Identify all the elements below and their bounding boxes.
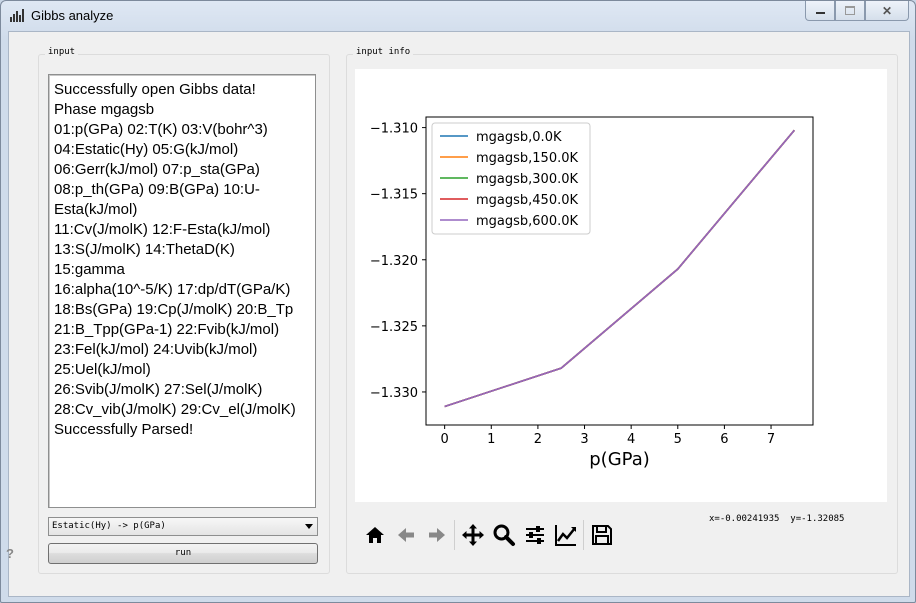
close-button[interactable]: ✕	[865, 1, 909, 21]
customize-icon	[554, 525, 576, 546]
output-line: 26:Svib(J/molK) 27:Sel(J/molK)	[54, 381, 263, 398]
maximize-icon	[845, 6, 855, 15]
x-tick-label: 2	[534, 432, 542, 447]
plot-selector-combo[interactable]: Estatic(Hy) -> p(GPa)	[48, 517, 318, 536]
legend-label: mgagsb,450.0K	[476, 193, 579, 208]
x-tick-label: 6	[720, 432, 728, 447]
window-title: Gibbs analyze	[31, 8, 114, 23]
x-tick-label: 5	[674, 432, 682, 447]
input-group-label: input	[45, 47, 79, 57]
series-line	[444, 129, 795, 408]
output-line: 06:Gerr(kJ/mol) 07:p_sta(GPa)	[54, 161, 260, 178]
output-line: 15:gamma	[54, 261, 125, 278]
y-tick-label: −1.320	[370, 254, 418, 269]
home-icon	[365, 527, 384, 543]
x-tick-label: 4	[627, 432, 635, 447]
subplots-icon	[525, 526, 544, 544]
save-button[interactable]	[586, 519, 617, 551]
minimize-icon	[815, 12, 825, 14]
x-axis-label: p(GPa)	[589, 449, 650, 470]
close-icon: ✕	[881, 3, 893, 18]
run-button[interactable]: run	[48, 543, 318, 564]
help-icon[interactable]: ?	[6, 546, 14, 561]
output-line: 04:Estatic(Hy) 05:G(kJ/mol)	[54, 141, 239, 158]
maximize-button[interactable]	[835, 1, 865, 21]
back-icon	[397, 528, 414, 542]
back-button[interactable]	[390, 519, 421, 551]
input-info-group-label: input info	[353, 47, 414, 57]
legend-label: mgagsb,600.0K	[476, 214, 579, 229]
forward-icon	[428, 528, 445, 542]
y-tick-label: −1.310	[370, 122, 418, 137]
toolbar-separator	[454, 520, 455, 550]
subplots-button[interactable]	[519, 519, 550, 551]
client-area: input input info Successfully open Gibbs…	[8, 31, 910, 597]
app-icon	[10, 9, 24, 22]
output-line: Successfully open Gibbs data!	[54, 81, 256, 98]
plot-toolbar	[359, 518, 617, 552]
y-tick-label: −1.315	[370, 188, 418, 203]
zoom-icon	[493, 524, 515, 546]
x-tick-label: 3	[580, 432, 588, 447]
toolbar-separator	[583, 520, 584, 550]
output-line: 23:Fel(kJ/mol) 24:Uvib(kJ/mol)	[54, 341, 258, 358]
output-line: Successfully Parsed!	[54, 421, 194, 438]
output-line: 13:S(J/molK) 14:ThetaD(K)	[54, 241, 235, 258]
forward-button[interactable]	[421, 519, 452, 551]
line-chart: 0 1 2 3 4 5 6 7 −1.310 −1.315 −1.320 −1.325 −1.330 p(…	[370, 116, 814, 470]
combo-selected-text: Estatic(Hy) -> p(GPa)	[52, 521, 166, 531]
zoom-button[interactable]	[488, 519, 519, 551]
output-line: 08:p_th(GPa) 09:B(GPa) 10:U-Esta(kJ/mol)	[54, 181, 260, 218]
output-line: 18:Bs(GPa) 19:Cp(J/molK) 20:B_Tp	[54, 301, 294, 318]
x-tick-label: 0	[441, 432, 449, 447]
legend-label: mgagsb,300.0K	[476, 172, 579, 187]
x-tick-label: 7	[767, 432, 775, 447]
customize-button[interactable]	[550, 519, 581, 551]
output-line: 21:B_Tpp(GPa-1) 22:Fvib(kJ/mol)	[54, 321, 280, 338]
input-info-groupbox: input info	[346, 47, 898, 574]
legend-label: mgagsb,150.0K	[476, 151, 579, 166]
output-line: 11:Cv(J/molK) 12:F-Esta(kJ/mol)	[54, 221, 271, 238]
cursor-coordinates: x=-0.00241935 y=-1.32085	[709, 514, 845, 524]
output-line: 28:Cv_vib(J/molK) 29:Cv_el(J/molK)	[54, 401, 296, 418]
output-line: 01:p(GPa) 02:T(K) 03:V(bohr^3)	[54, 121, 268, 138]
output-line: 25:Uel(kJ/mol)	[54, 361, 151, 378]
legend-label: mgagsb,0.0K	[476, 130, 562, 145]
legend-box	[431, 122, 591, 235]
y-tick-label: −1.325	[370, 320, 418, 335]
output-textbox[interactable]: Successfully open Gibbs data! Phase mgags…	[48, 74, 316, 508]
chevron-down-icon	[305, 524, 313, 529]
output-line: 16:alpha(10^-5/K) 17:dp/dT(GPa/K)	[54, 281, 291, 298]
pan-icon	[461, 524, 484, 546]
plot-canvas[interactable]: 0 1 2 3 4 5 6 7 −1.310 −1.315 −1.320 −1.325 −1.330 p(…	[355, 69, 887, 502]
pan-button[interactable]	[457, 519, 488, 551]
home-button[interactable]	[359, 519, 390, 551]
title-bar[interactable]: Gibbs analyze ✕	[1, 1, 915, 31]
y-tick-label: −1.330	[370, 386, 418, 401]
minimize-button[interactable]	[805, 1, 835, 21]
output-line: Phase mgagsb	[54, 101, 155, 118]
save-icon	[591, 525, 612, 545]
input-groupbox: input	[38, 47, 330, 574]
x-tick-label: 1	[487, 432, 495, 447]
